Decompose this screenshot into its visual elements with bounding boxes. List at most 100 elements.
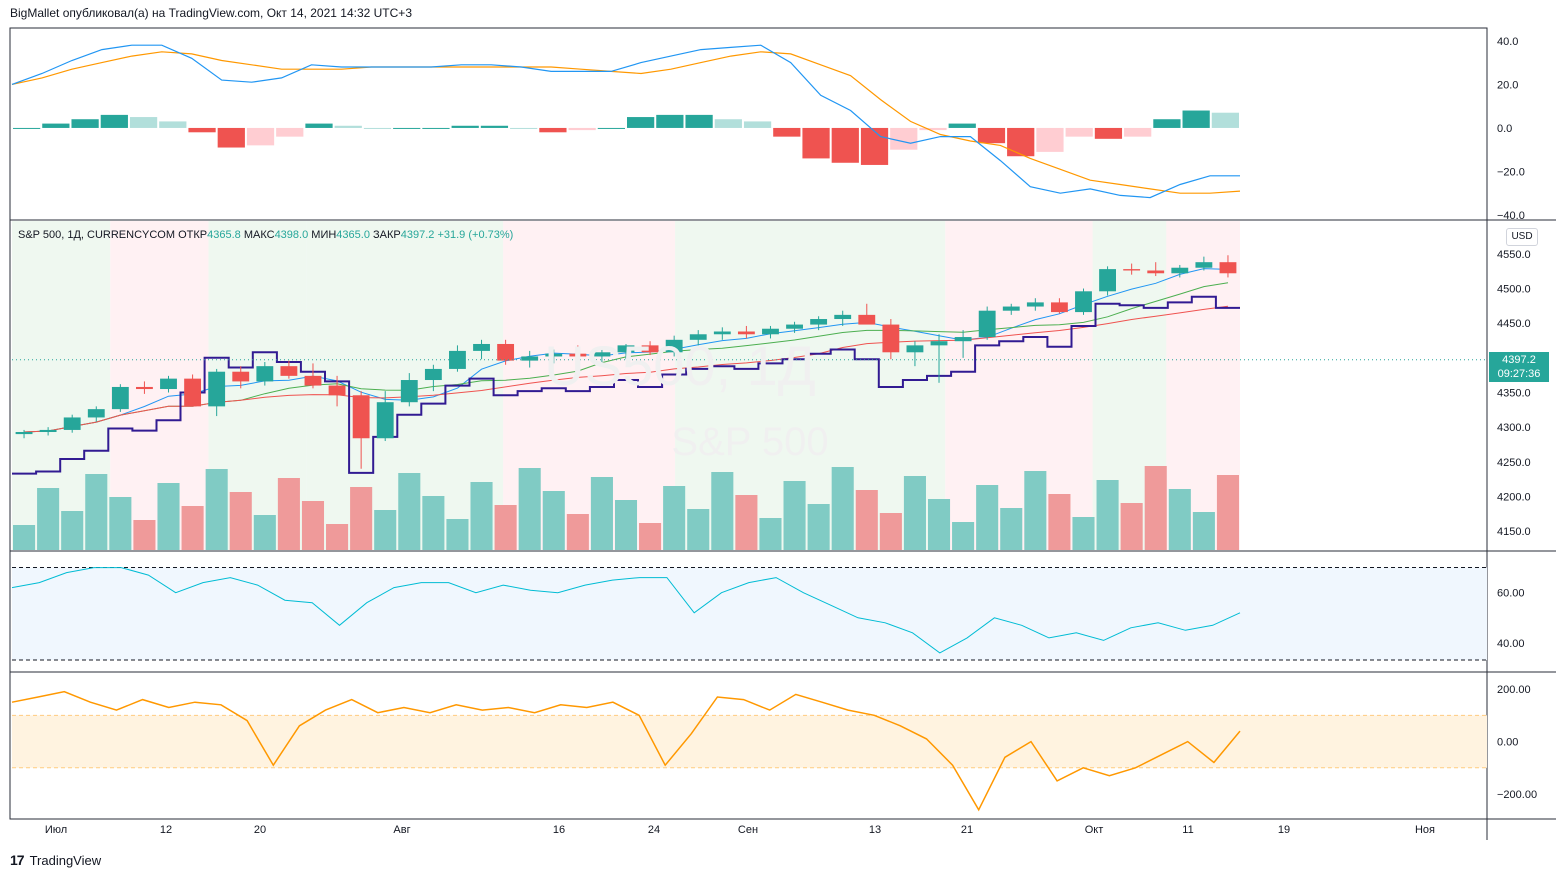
macd-histogram-bar: [100, 114, 128, 128]
price-axis-tick: 4500.0: [1497, 284, 1531, 296]
cci-axis-tick: −200.00: [1497, 789, 1537, 801]
macd-panel: [11, 44, 1241, 199]
time-axis-tick: 19: [1278, 824, 1290, 836]
volume-bar: [566, 514, 589, 550]
candle-body: [1050, 302, 1068, 313]
volume-bar: [422, 496, 445, 550]
panel-frames: [9, 27, 1556, 840]
candle-body: [713, 331, 731, 335]
candle-body: [304, 375, 322, 386]
volume-bar: [13, 525, 36, 550]
trailing-stop-line: [12, 295, 1240, 475]
candle-body: [521, 356, 539, 361]
macd-histogram-bar: [1036, 127, 1064, 152]
volume-bar: [301, 501, 325, 550]
macd-histogram-bar: [393, 127, 421, 129]
currency-button[interactable]: USD: [1506, 228, 1538, 246]
macd-histogram-bar: [246, 127, 275, 146]
macd-histogram-bar: [1211, 112, 1239, 128]
rsi-panel: [11, 567, 1487, 661]
macd-histogram-bar: [977, 127, 1006, 144]
candle-body: [15, 432, 33, 435]
macd-histogram-bar: [656, 114, 684, 128]
trend-zone: [945, 221, 1093, 550]
time-axis-tick: 12: [160, 824, 172, 836]
candle-body: [473, 343, 490, 351]
macd-signal-line: [11, 51, 1241, 194]
volume-bar: [952, 522, 975, 550]
cci-panel: [11, 690, 1487, 812]
volume-bar: [687, 509, 710, 550]
macd-histogram-bar: [1094, 127, 1123, 139]
macd-histogram-bar: [627, 117, 655, 128]
cci-axis-tick: 200.00: [1497, 684, 1531, 696]
candle-body: [906, 345, 924, 353]
symbol-legend: S&P 500, 1Д, CURRENCYCOM ОТКР4365.8 МАКС…: [18, 229, 513, 241]
macd-histogram-bar: [597, 127, 625, 129]
macd-histogram-bar: [305, 123, 333, 128]
candle-body: [232, 371, 250, 382]
volume-bar: [37, 488, 60, 550]
price-axis-tick: 4550.0: [1497, 249, 1531, 261]
candle-body: [762, 328, 779, 335]
candle-body: [497, 343, 515, 361]
volume-bar: [1192, 512, 1215, 550]
candle-body: [737, 331, 755, 335]
candle-body: [208, 371, 226, 407]
time-axis-tick: 13: [869, 824, 881, 836]
legend-symbol: S&P 500, 1Д, CURRENCYCOM: [18, 229, 176, 241]
time-axis-tick: Окт: [1085, 824, 1104, 836]
candle-body: [641, 345, 659, 353]
macd-axis-tick: −40.0: [1497, 210, 1525, 222]
macd-histogram-bar: [276, 127, 304, 137]
volume-bar: [1000, 508, 1023, 550]
legend-change: +31.9 (+0.73%): [437, 229, 514, 241]
macd-histogram-bar: [685, 114, 713, 128]
time-axis-tick: 20: [254, 824, 266, 836]
macd-histogram-bar: [1153, 119, 1181, 128]
last-price-countdown: 09:27:36: [1497, 368, 1541, 380]
volume-bar: [663, 486, 686, 550]
volume-bar: [879, 513, 902, 550]
candle-body: [1099, 269, 1116, 292]
macd-histogram-bar: [13, 127, 41, 129]
volume-bar: [133, 520, 156, 550]
volume-bar: [759, 518, 782, 550]
rsi-axis-tick: 40.00: [1497, 638, 1525, 650]
macd-axis-tick: 40.0: [1497, 36, 1518, 48]
volume-bar: [253, 515, 276, 550]
macd-histogram-bar: [363, 127, 392, 129]
macd-histogram-bar: [1065, 127, 1093, 137]
macd-histogram-bar: [42, 123, 70, 128]
volume-bar: [494, 505, 517, 550]
candle-body: [1002, 306, 1020, 311]
time-axis-tick: Сен: [738, 824, 758, 836]
candle-body: [136, 386, 153, 390]
legend-high-label: МАКС: [243, 229, 275, 241]
candle-body: [882, 324, 900, 353]
volume-bar: [85, 474, 108, 550]
volume-bar: [350, 487, 373, 550]
candle-body: [87, 409, 105, 418]
legend-high: 4398.0: [274, 229, 309, 241]
volume-bar: [590, 477, 613, 550]
tradingview-logo[interactable]: 17 TradingView: [10, 852, 101, 868]
macd-histogram-bar: [334, 125, 362, 128]
cci-line: [11, 690, 1241, 812]
macd-histogram-bar: [480, 125, 509, 128]
volume-bar: [711, 472, 734, 550]
candle-body: [352, 395, 370, 439]
candle-body: [858, 314, 876, 325]
time-axis-tick: 16: [553, 824, 565, 836]
volume-bar: [807, 504, 830, 550]
candle-body: [449, 350, 466, 369]
time-axis-tick: Июл: [45, 824, 67, 836]
candle-body: [689, 334, 707, 340]
macd-histogram-bar: [1124, 127, 1152, 137]
candle-body: [978, 310, 996, 338]
macd-axis-tick: 20.0: [1497, 79, 1518, 91]
volume-bar: [229, 492, 252, 550]
macd-histogram-bar: [714, 119, 742, 128]
volume-bar: [181, 506, 204, 550]
